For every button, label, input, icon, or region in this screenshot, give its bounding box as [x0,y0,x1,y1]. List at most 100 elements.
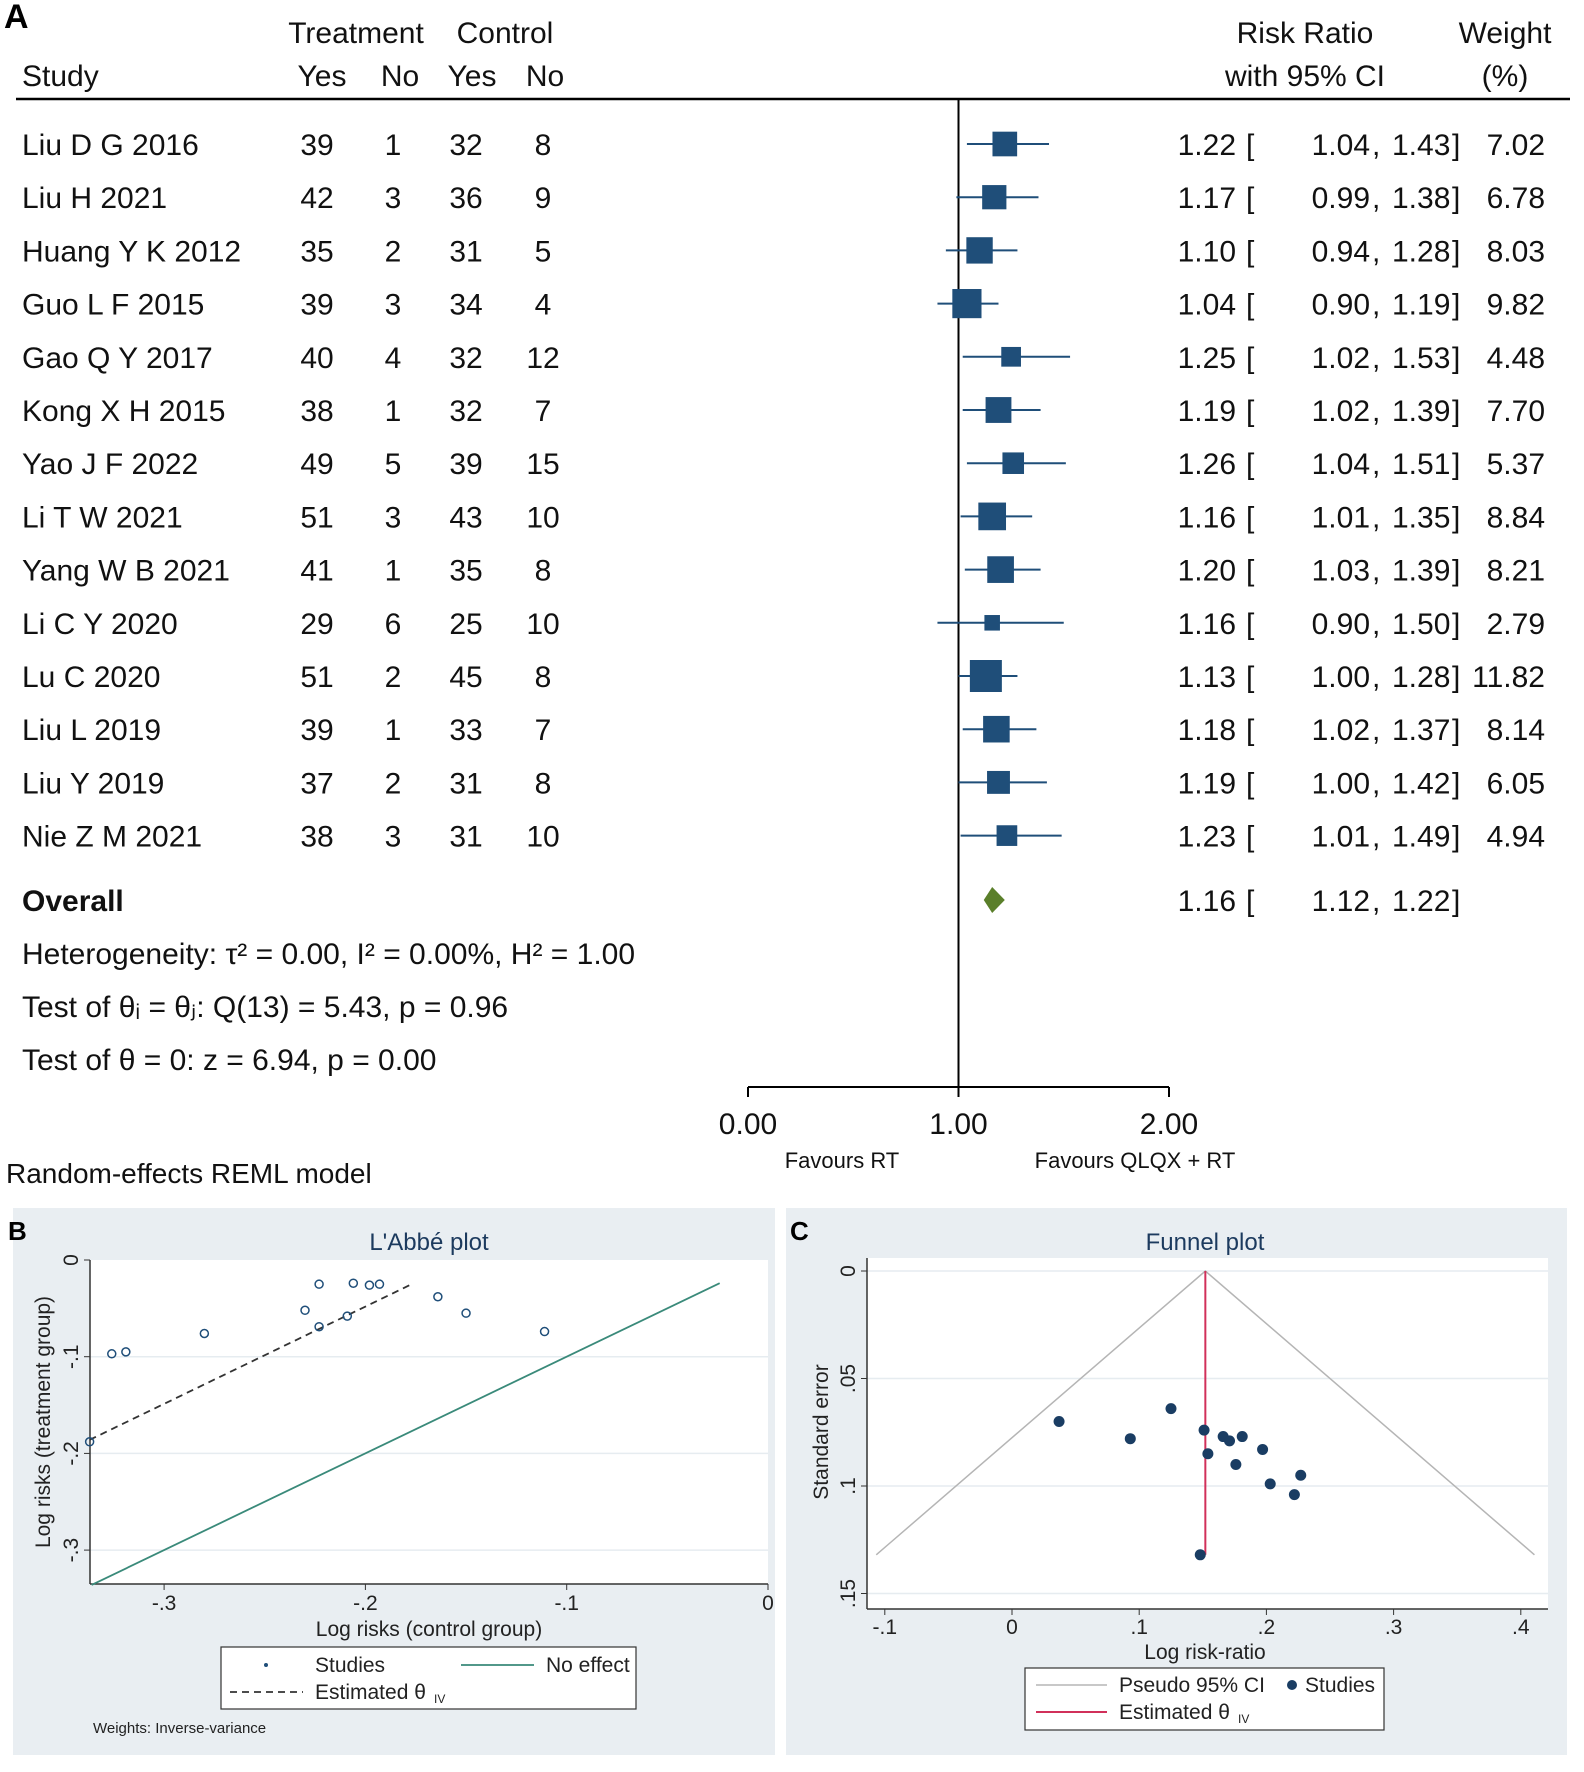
risk-ratio: 1.10 [1178,235,1236,268]
ci-close: ] [1452,342,1460,375]
ci-upper: 1.51 [1392,448,1450,481]
ci-comma: , [1372,182,1380,215]
ci-close: ] [1452,289,1460,322]
ci-open: [ [1246,289,1255,322]
y-tick-label: -.3 [60,1538,83,1563]
ci-open: [ [1246,448,1255,481]
ci-lower: 1.04 [1312,129,1370,162]
funnel-xlabel: Log risk-ratio [1144,1641,1265,1664]
ci-upper: 1.42 [1392,767,1450,800]
legend-estimated: Estimated θ [315,1681,426,1704]
control-no: 10 [526,821,559,854]
treatment-no: 5 [385,448,402,481]
ci-comma: , [1372,608,1380,641]
ci-lower: 1.03 [1312,555,1370,588]
study-name: Lu C 2020 [22,661,160,694]
no-effect-line [91,1282,721,1586]
study-name: Li C Y 2020 [22,608,178,641]
treatment-yes: 42 [300,182,333,215]
weight: 8.14 [1487,714,1545,747]
study-name: Liu D G 2016 [22,129,199,162]
panel-label-c: C [790,1216,809,1246]
treatment-yes: 39 [300,129,333,162]
ci-lower: 1.00 [1312,661,1370,694]
risk-ratio: 1.17 [1178,182,1236,215]
ci-comma: , [1372,885,1380,918]
x-tick-label: .1 [1130,1616,1148,1639]
study-point [314,1279,324,1289]
study-point [1053,1416,1065,1427]
ci-upper: 1.28 [1392,235,1450,268]
study-marker [996,825,1018,846]
ci-upper: 1.39 [1392,395,1450,428]
study-name: Liu Y 2019 [22,767,164,800]
weight: 11.82 [1472,661,1545,694]
ci-upper: 1.19 [1392,289,1450,322]
risk-ratio: 1.13 [1178,661,1236,694]
ci-lower: 1.04 [1312,448,1370,481]
ci-upper: 1.50 [1392,608,1450,641]
study-marker [984,615,1000,631]
control-yes: 32 [449,342,482,375]
study-marker [952,289,982,319]
treatment-no: 3 [385,289,402,322]
control-yes: 45 [449,661,482,694]
stat-line: Test of θᵢ = θⱼ: Q(13) = 5.43, p = 0.96 [22,991,508,1024]
ci-open: [ [1246,714,1255,747]
overall-diamond [983,887,1005,913]
study-point [539,1326,550,1337]
ci-comma: , [1372,555,1380,588]
ci-upper: 1.37 [1392,714,1450,747]
study-name: Yao J F 2022 [22,448,198,481]
legend-estimated-sub: IV [1238,1712,1249,1726]
stat-line: Heterogeneity: τ² = 0.00, I² = 0.00%, H²… [22,938,635,971]
ci-close: ] [1452,767,1460,800]
study-marker [966,237,993,264]
funnel-legend [1024,1667,1385,1731]
ci-lower: 1.01 [1312,501,1370,534]
y-tick-label: .15 [837,1579,860,1608]
study-point [1295,1469,1307,1481]
control-yes: 33 [449,714,482,747]
treatment-yes: 51 [300,501,333,534]
study-point [84,1437,95,1447]
study-point [1230,1459,1242,1470]
treatment-yes: 29 [300,608,333,641]
control-no: 8 [535,129,552,162]
study-name: Li T W 2021 [22,501,183,534]
control-yes: 39 [449,448,482,481]
x-tick-label: .3 [1385,1616,1403,1639]
legend-studies-marker [264,1663,268,1667]
treatment-yes: 51 [300,661,333,694]
control-no: 8 [535,555,552,588]
ci-lower: 0.90 [1312,608,1370,641]
header-control: Control [457,17,554,50]
weights-note: Weights: Inverse-variance [93,1720,266,1737]
funnel-ylabel: Standard error [810,1364,833,1499]
ci-upper: 1.43 [1392,129,1450,162]
study-point [461,1308,471,1318]
ci-close: ] [1452,885,1460,918]
study-name: Gao Q Y 2017 [22,342,213,375]
control-no: 8 [535,767,552,800]
header-control-yes: Yes [448,60,497,93]
study-point [1124,1433,1136,1445]
ci-comma: , [1372,129,1380,162]
study-point [1202,1448,1214,1460]
risk-ratio: 1.19 [1178,395,1236,428]
treatment-yes: 35 [300,235,333,268]
control-yes: 32 [449,129,482,162]
treatment-no: 3 [385,501,402,534]
x-tick-label: 0 [762,1592,774,1615]
ci-open: [ [1246,608,1255,641]
ci-lower: 1.12 [1312,885,1370,918]
x-tick-label: 1.00 [929,1108,987,1141]
study-point [1194,1549,1206,1561]
ci-close: ] [1452,714,1460,747]
ci-open: [ [1246,395,1255,428]
y-tick-label: 0 [837,1265,860,1277]
control-no: 10 [526,501,559,534]
legend-no-effect: No effect [546,1654,630,1677]
study-point [433,1291,443,1302]
study-name: Liu L 2019 [22,714,161,747]
